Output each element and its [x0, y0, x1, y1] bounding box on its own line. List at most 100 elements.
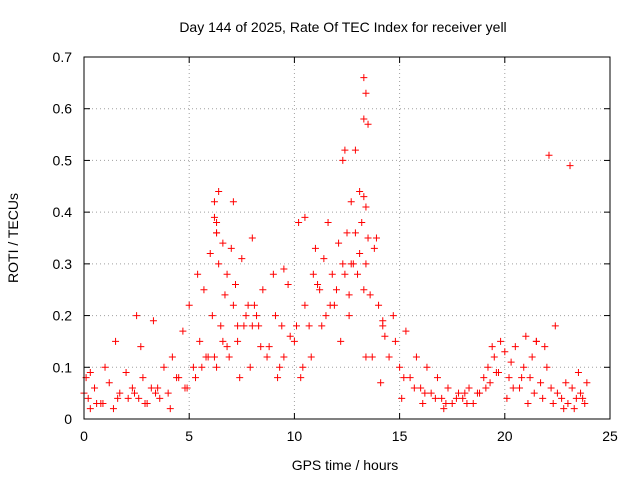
data-point	[558, 394, 566, 402]
data-point	[572, 394, 580, 402]
data-point	[551, 322, 559, 330]
data-point	[225, 353, 233, 361]
data-point	[362, 89, 370, 97]
y-tick-label: 0.5	[53, 152, 73, 168]
data-point	[183, 384, 191, 392]
data-point	[86, 405, 94, 413]
data-point	[290, 337, 298, 345]
data-point	[114, 394, 122, 402]
data-point	[240, 322, 248, 330]
x-tick-label: 20	[497, 428, 513, 444]
data-point	[263, 353, 271, 361]
data-point	[236, 374, 244, 382]
data-point	[305, 322, 313, 330]
data-point	[255, 322, 263, 330]
data-point	[448, 399, 456, 407]
chart-title: Day 144 of 2025, Rate Of TEC Index for r…	[179, 19, 506, 35]
data-point	[581, 399, 589, 407]
data-point	[545, 151, 553, 159]
data-point	[541, 343, 549, 351]
data-point	[147, 384, 155, 392]
data-point	[101, 363, 109, 371]
data-point	[385, 353, 393, 361]
y-tick-label: 0.4	[53, 204, 73, 220]
data-point	[444, 384, 452, 392]
data-point	[221, 291, 229, 299]
data-point	[362, 260, 370, 268]
data-point	[265, 343, 273, 351]
data-point	[421, 389, 429, 397]
data-point	[528, 353, 536, 361]
data-point	[547, 384, 555, 392]
data-point	[362, 203, 370, 211]
data-point	[345, 312, 353, 320]
data-point	[234, 322, 242, 330]
data-point	[135, 394, 143, 402]
data-point	[248, 322, 256, 330]
data-point	[577, 389, 585, 397]
data-point	[84, 394, 92, 402]
data-point	[459, 394, 467, 402]
data-point	[229, 301, 237, 309]
data-point	[231, 281, 239, 289]
data-point	[564, 399, 572, 407]
data-point	[320, 255, 328, 263]
data-point	[301, 301, 309, 309]
data-point	[398, 394, 406, 402]
data-point	[501, 348, 509, 356]
data-point	[562, 379, 570, 387]
data-point	[215, 260, 223, 268]
grid-lines	[84, 57, 610, 419]
data-point	[362, 353, 370, 361]
data-point	[419, 399, 427, 407]
data-point	[309, 270, 317, 278]
y-tick-label: 0.1	[53, 359, 73, 375]
data-point	[351, 229, 359, 237]
data-point	[324, 218, 332, 226]
data-point	[156, 394, 164, 402]
data-point	[364, 234, 372, 242]
data-point	[360, 286, 368, 294]
data-point	[229, 198, 237, 206]
data-point	[253, 312, 261, 320]
data-point	[452, 394, 460, 402]
data-point	[354, 270, 362, 278]
data-point	[322, 312, 330, 320]
data-point	[166, 405, 174, 413]
data-point	[213, 218, 221, 226]
data-point	[396, 363, 404, 371]
data-point	[210, 353, 218, 361]
data-point	[410, 384, 418, 392]
data-point	[194, 270, 202, 278]
axis-ticks: 0 5 10 15 20 25 0 0.1 0.2 0.3 0.4 0.5 0.6 0.7	[53, 49, 618, 444]
data-point	[526, 374, 534, 382]
data-point	[469, 399, 477, 407]
data-point	[486, 379, 494, 387]
data-point	[198, 363, 206, 371]
data-point	[473, 389, 481, 397]
data-point	[213, 229, 221, 237]
data-point	[227, 244, 235, 252]
data-point	[461, 389, 469, 397]
data-point	[524, 399, 532, 407]
data-point	[99, 399, 107, 407]
data-point	[234, 337, 242, 345]
data-point	[368, 353, 376, 361]
data-point	[494, 368, 502, 376]
data-point	[455, 389, 463, 397]
data-point	[330, 301, 338, 309]
data-point	[377, 379, 385, 387]
data-point	[503, 394, 511, 402]
data-point	[244, 301, 252, 309]
data-point	[276, 363, 284, 371]
data-point	[488, 343, 496, 351]
y-tick-label: 0.7	[53, 49, 73, 65]
data-point	[286, 332, 294, 340]
data-point	[530, 389, 538, 397]
data-point	[356, 250, 364, 258]
data-point	[210, 198, 218, 206]
data-point	[507, 358, 515, 366]
data-point	[219, 239, 227, 247]
data-point	[522, 332, 530, 340]
